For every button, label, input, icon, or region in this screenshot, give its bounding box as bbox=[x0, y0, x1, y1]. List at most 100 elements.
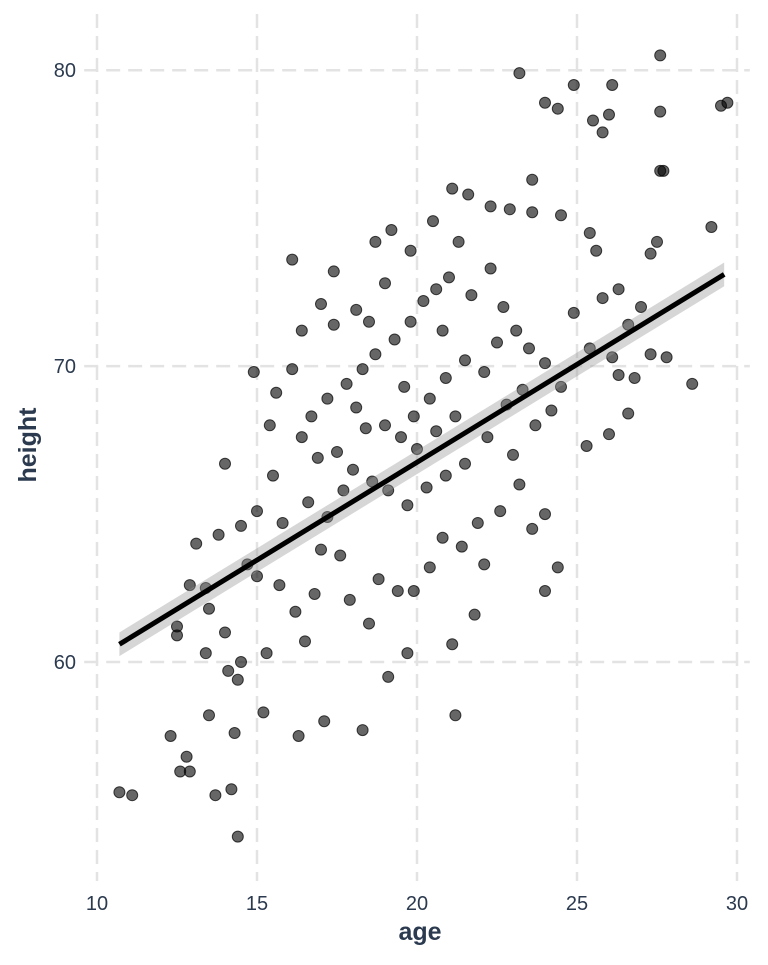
point bbox=[657, 164, 670, 177]
point bbox=[567, 306, 580, 319]
point bbox=[334, 549, 347, 562]
point bbox=[315, 297, 327, 310]
point bbox=[660, 351, 673, 364]
point bbox=[622, 407, 635, 420]
point bbox=[590, 244, 603, 257]
point bbox=[395, 431, 407, 444]
point bbox=[644, 348, 657, 361]
point bbox=[529, 419, 542, 432]
point bbox=[347, 463, 359, 476]
point bbox=[251, 570, 263, 583]
point bbox=[311, 451, 324, 464]
point bbox=[449, 709, 462, 722]
point bbox=[222, 664, 235, 677]
point bbox=[235, 656, 247, 669]
point bbox=[580, 440, 593, 453]
point bbox=[359, 422, 372, 435]
point bbox=[126, 789, 139, 802]
point bbox=[526, 173, 539, 186]
point bbox=[379, 277, 391, 290]
point bbox=[446, 182, 459, 195]
point bbox=[455, 540, 468, 553]
point bbox=[567, 79, 580, 92]
point bbox=[356, 363, 369, 376]
point bbox=[267, 469, 279, 482]
point bbox=[113, 786, 126, 799]
point bbox=[295, 431, 308, 444]
point bbox=[286, 363, 299, 376]
point bbox=[420, 481, 433, 494]
point bbox=[276, 516, 289, 529]
point bbox=[612, 283, 625, 296]
point bbox=[603, 108, 615, 121]
point bbox=[327, 265, 340, 278]
point bbox=[705, 221, 718, 234]
point bbox=[318, 715, 331, 728]
point bbox=[459, 457, 471, 470]
point bbox=[513, 478, 526, 491]
point bbox=[315, 543, 327, 556]
point bbox=[484, 200, 497, 213]
point bbox=[654, 49, 667, 62]
point bbox=[273, 579, 286, 592]
point bbox=[539, 96, 551, 109]
point bbox=[446, 638, 459, 651]
x-tick-label: 15 bbox=[246, 893, 268, 915]
point bbox=[385, 224, 398, 237]
point bbox=[209, 789, 222, 802]
point bbox=[391, 585, 404, 598]
fit-line bbox=[118, 272, 726, 647]
point bbox=[478, 366, 491, 379]
point bbox=[644, 247, 657, 260]
point bbox=[497, 300, 510, 313]
point bbox=[350, 401, 363, 414]
point bbox=[430, 283, 443, 296]
point bbox=[539, 508, 551, 521]
point bbox=[651, 235, 663, 248]
point bbox=[369, 348, 382, 361]
point bbox=[583, 226, 596, 239]
point bbox=[612, 369, 625, 382]
point bbox=[363, 315, 375, 328]
point bbox=[596, 126, 609, 139]
point bbox=[305, 410, 318, 423]
point bbox=[606, 79, 619, 92]
point bbox=[260, 647, 273, 660]
point bbox=[228, 727, 241, 740]
point bbox=[407, 585, 420, 598]
x-tick-label: 20 bbox=[406, 893, 428, 915]
point bbox=[507, 448, 519, 461]
point bbox=[212, 528, 225, 541]
point bbox=[459, 354, 471, 367]
point bbox=[471, 516, 484, 529]
point bbox=[203, 602, 215, 615]
point bbox=[526, 206, 539, 219]
point bbox=[606, 351, 619, 364]
point bbox=[180, 750, 193, 763]
point bbox=[257, 706, 270, 719]
x-tick-label: 25 bbox=[566, 893, 588, 915]
point bbox=[337, 484, 350, 497]
point bbox=[436, 531, 449, 544]
point bbox=[331, 445, 343, 458]
point bbox=[231, 830, 244, 843]
point bbox=[183, 579, 196, 592]
point bbox=[587, 114, 599, 127]
point bbox=[491, 336, 503, 349]
point bbox=[468, 608, 481, 621]
point bbox=[628, 371, 641, 384]
point bbox=[721, 96, 734, 109]
point bbox=[263, 419, 276, 432]
point bbox=[363, 617, 375, 630]
point bbox=[439, 469, 452, 482]
point bbox=[350, 303, 363, 316]
point bbox=[203, 709, 215, 722]
point bbox=[462, 188, 475, 201]
point bbox=[321, 392, 334, 405]
point bbox=[356, 724, 369, 737]
point bbox=[247, 366, 260, 379]
point bbox=[510, 324, 523, 337]
point bbox=[635, 300, 647, 313]
point bbox=[439, 371, 452, 384]
